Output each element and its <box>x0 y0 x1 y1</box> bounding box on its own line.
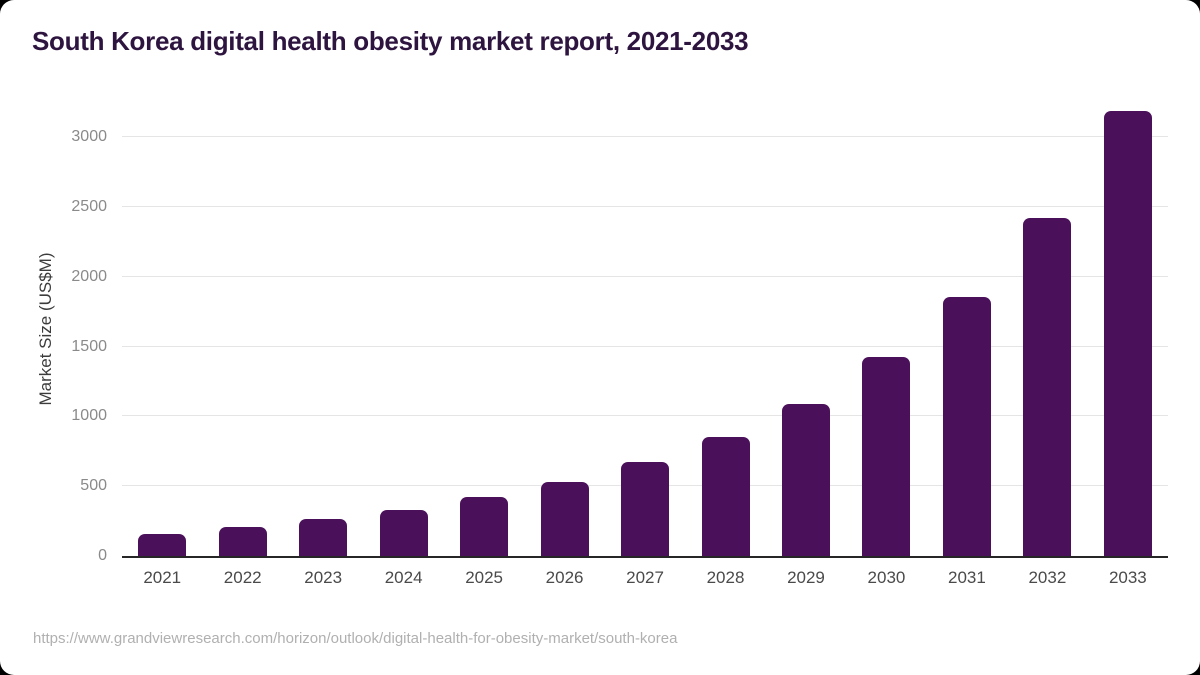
bar-slot-2032 <box>1007 100 1087 556</box>
bar-2021 <box>138 533 187 556</box>
bar-2022 <box>218 527 267 556</box>
bar-2030 <box>862 357 911 556</box>
x-tick-label-2021: 2021 <box>143 568 182 587</box>
x-tick-label-2025: 2025 <box>465 568 504 587</box>
bar-slot-2021 <box>122 100 202 556</box>
bar-2024 <box>379 510 428 556</box>
x-tick-label-2028: 2028 <box>706 568 745 587</box>
source-url: https://www.grandviewresearch.com/horizo… <box>33 630 678 647</box>
bar-slot-2031 <box>927 100 1007 556</box>
bar-2027 <box>621 461 670 556</box>
bar-slot-2033 <box>1088 100 1168 556</box>
bar-2028 <box>701 436 750 556</box>
gridline-2500 <box>122 206 1168 208</box>
x-tick-label-2033: 2033 <box>1108 568 1147 587</box>
bar-slot-2023 <box>283 100 363 556</box>
bar-slot-2027 <box>605 100 685 556</box>
bar-slot-2028 <box>685 100 765 556</box>
bar-2033 <box>1103 110 1152 556</box>
y-tick-label-2500: 2500 <box>71 198 107 216</box>
bar-series <box>122 100 1168 556</box>
bar-slot-2029 <box>766 100 846 556</box>
bar-2025 <box>460 497 509 556</box>
x-tick-label-2029: 2029 <box>787 568 825 587</box>
y-tick-label-1000: 1000 <box>71 407 107 425</box>
y-tick-label-1500: 1500 <box>71 337 107 355</box>
gridline-2000 <box>122 275 1168 277</box>
y-tick-label-3000: 3000 <box>71 128 107 146</box>
x-tick-label-2030: 2030 <box>867 568 906 587</box>
bar-2023 <box>299 519 348 556</box>
x-tick-label-2024: 2024 <box>384 568 423 587</box>
x-tick-label-2032: 2032 <box>1028 568 1067 587</box>
x-tick-label-2031: 2031 <box>948 568 986 587</box>
bar-2031 <box>942 297 991 556</box>
bar-2032 <box>1023 217 1072 556</box>
bar-slot-2024 <box>363 100 443 556</box>
chart-title: South Korea digital health obesity marke… <box>32 26 749 56</box>
x-tick-label-2027: 2027 <box>626 568 664 587</box>
gridline-1500 <box>122 345 1168 347</box>
gridline-3000 <box>122 136 1168 138</box>
plot-area <box>122 100 1168 558</box>
x-axis-labels: 2021 2022 2023 2024 2025 2026 2027 2028 2029 2030… <box>122 567 1168 589</box>
y-tick-label-2000: 2000 <box>71 267 107 285</box>
x-tick-label-2022: 2022 <box>223 568 262 587</box>
bar-slot-2030 <box>846 100 926 556</box>
gridline-1000 <box>122 415 1168 417</box>
x-tick-label-2026: 2026 <box>545 568 584 587</box>
x-tick-label-2023: 2023 <box>304 568 343 587</box>
bar-slot-2022 <box>202 100 282 556</box>
bar-2029 <box>781 403 830 556</box>
bar-slot-2025 <box>444 100 524 556</box>
bar-slot-2026 <box>524 100 604 556</box>
bar-2026 <box>540 481 589 556</box>
y-tick-label-500: 500 <box>80 477 107 495</box>
y-tick-label-0: 0 <box>98 547 107 564</box>
